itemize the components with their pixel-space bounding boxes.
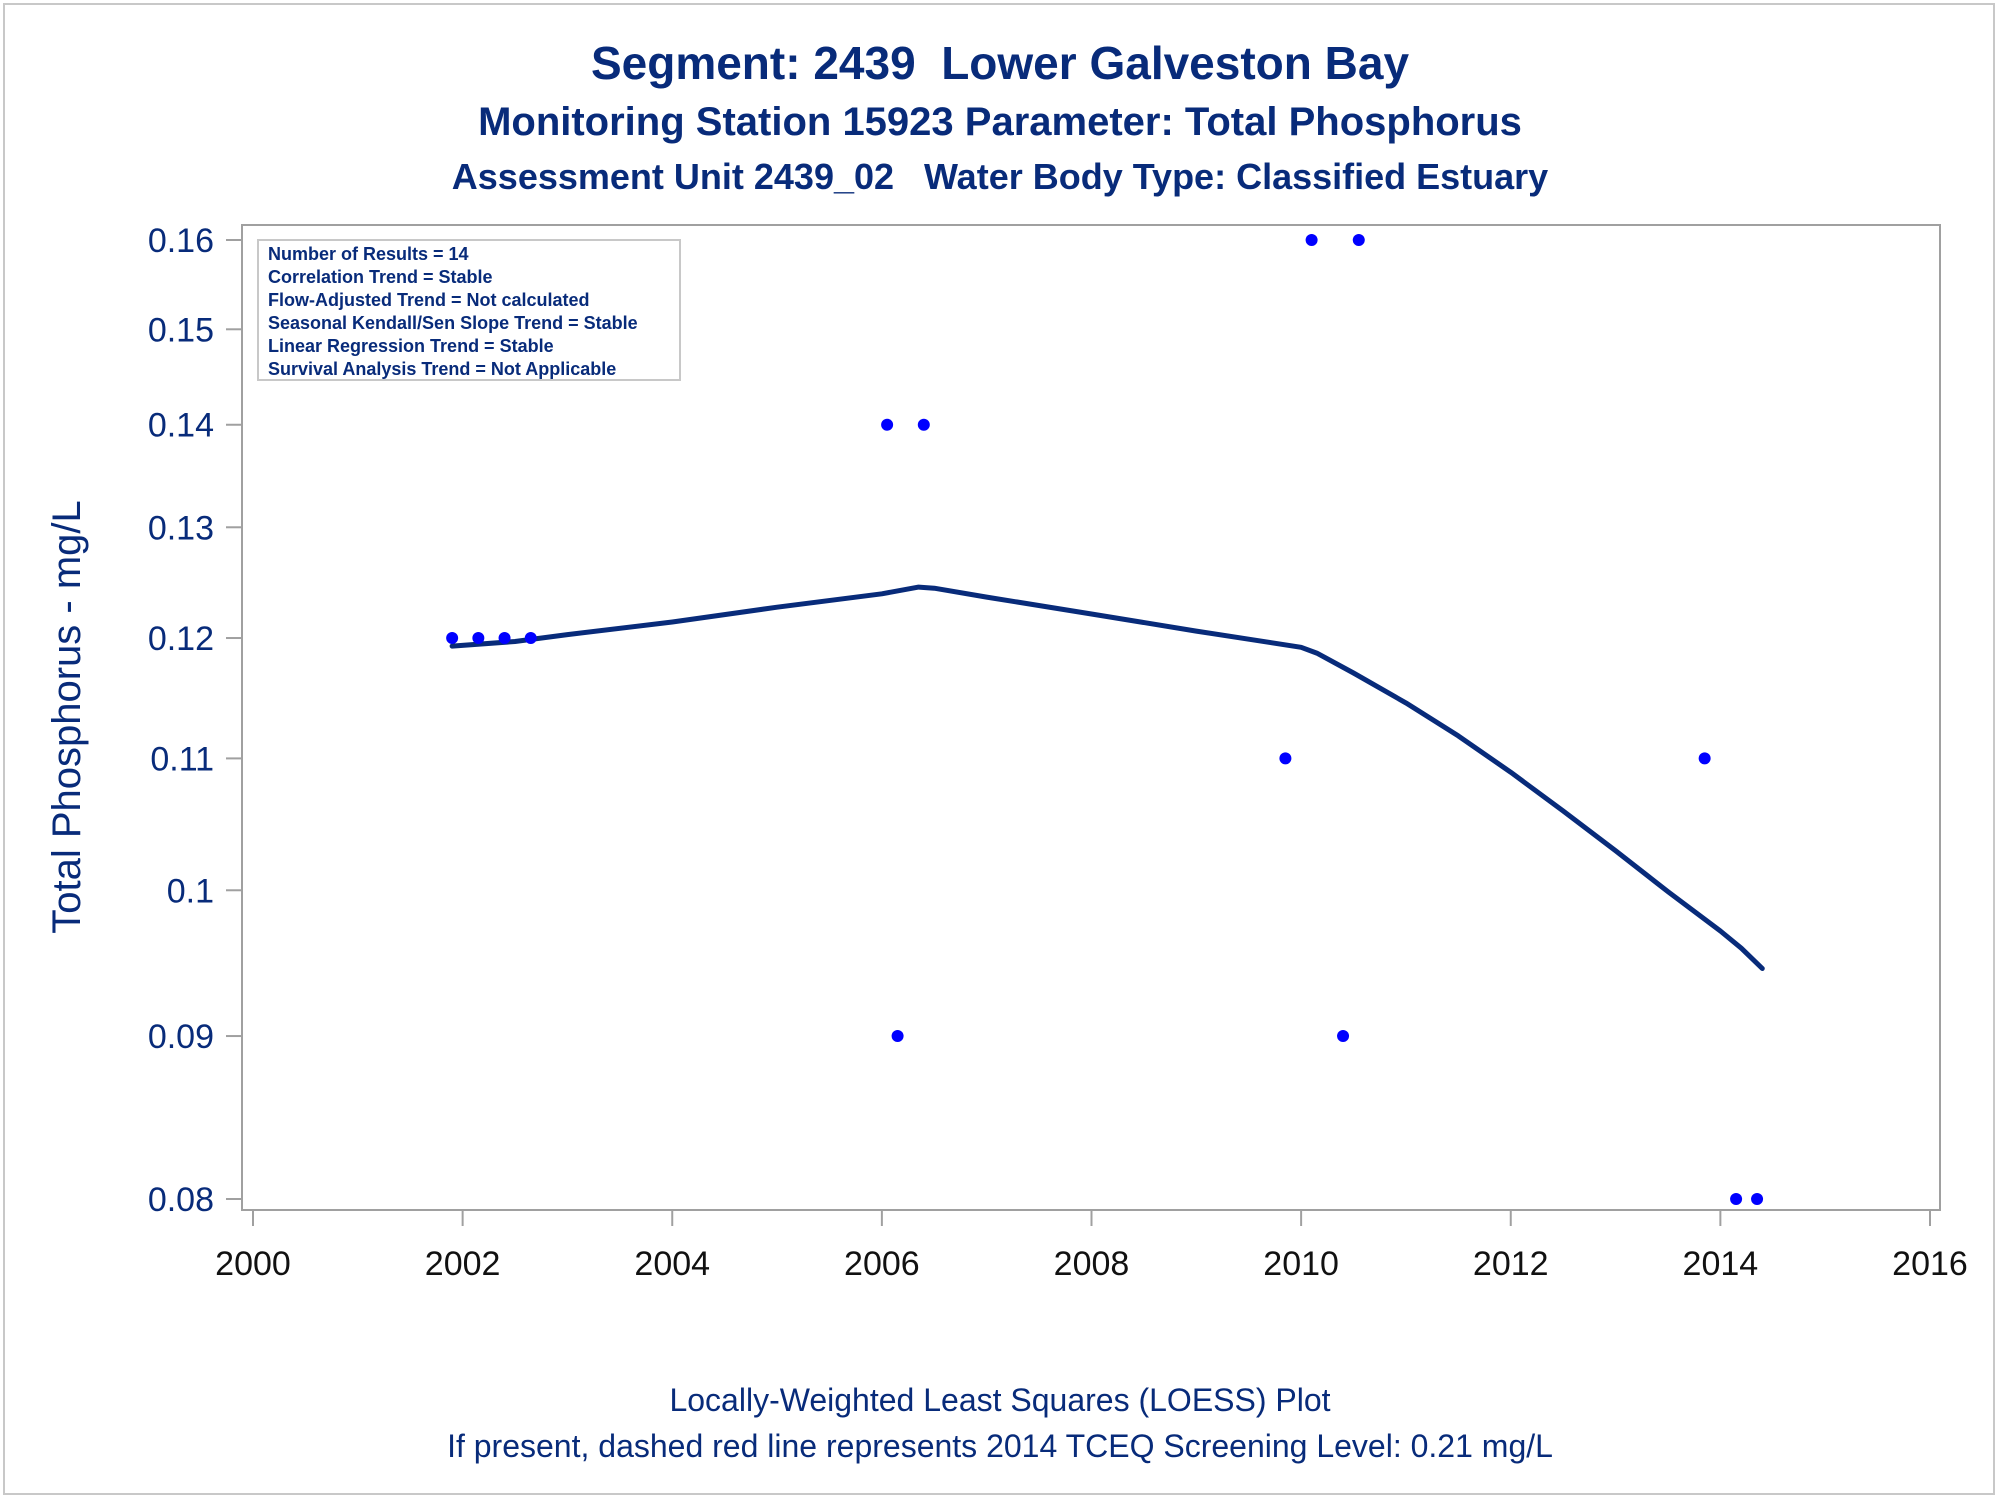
x-tick-label: 2016 [1892,1245,1968,1283]
data-point [1352,234,1365,246]
y-tick-label: 0.11 [150,740,214,778]
chart-subtitle-2: Assessment Unit 2439_02 Water Body Type:… [451,156,1549,197]
data-point [1730,1193,1743,1205]
loess-line [449,584,1765,971]
data-point [917,418,930,431]
stat-number-of-results: Number of Results = 14 [268,244,469,264]
stat-survival-analysis-trend: Survival Analysis Trend = Not Applicable [268,359,616,379]
chart-subtitle: Monitoring Station 15923 Parameter: Tota… [478,100,1522,144]
y-axis: 0.08 0.09 0.1 0.11 0.12 0.13 0.14 0.15 0.16 [148,222,242,1219]
footnote-loess: Locally-Weighted Least Squares (LOESS) P… [669,1382,1331,1418]
x-tick-label: 2008 [1054,1245,1130,1283]
stat-correlation-trend: Correlation Trend = Stable [268,267,493,287]
x-tick-label: 2004 [634,1245,710,1283]
y-tick-label: 0.1 [167,872,214,910]
data-point [1337,1030,1350,1043]
data-point [524,632,537,645]
x-tick-label: 2000 [215,1245,291,1283]
chart-frame [3,3,1995,1495]
stat-seasonal-kendall-trend: Seasonal Kendall/Sen Slope Trend = Stabl… [268,313,638,333]
data-point [881,418,894,431]
x-tick-label: 2002 [425,1245,501,1283]
data-point [498,632,511,645]
stat-linear-regression-trend: Linear Regression Trend = Stable [268,336,554,356]
stats-box-border [257,239,681,381]
x-tick-label: 2006 [844,1245,920,1283]
data-point [891,1030,904,1043]
chart-title: Segment: 2439 Lower Galveston Bay [590,37,1410,89]
data-point [1279,752,1292,765]
data-point [446,632,459,645]
y-tick-label: 0.08 [148,1181,214,1219]
series-layer [446,234,1765,1205]
data-point [1305,234,1318,246]
x-tick-label: 2014 [1683,1245,1759,1283]
data-point [472,632,485,645]
x-tick-label: 2012 [1473,1245,1549,1283]
y-tick-label: 0.14 [148,407,214,445]
x-tick-label: 2010 [1263,1245,1339,1283]
stat-flow-adjusted-trend: Flow-Adjusted Trend = Not calculated [268,290,590,310]
y-tick-label: 0.15 [148,311,214,349]
x-axis: 2000 2002 2004 2006 2008 2010 2012 2014 2016 [215,1210,1968,1283]
footnote-screening-level: If present, dashed red line represents 2… [447,1428,1553,1464]
data-point [1751,1193,1764,1205]
y-tick-label: 0.13 [148,509,214,547]
y-tick-label: 0.09 [148,1018,214,1056]
y-tick-label: 0.12 [148,620,214,658]
y-axis-title: Total Phosphorus - mg/L [45,500,89,934]
stats-box: Number of Results = 14 Correlation Trend… [257,239,681,381]
y-tick-label: 0.16 [148,222,214,260]
data-point [1698,752,1711,765]
